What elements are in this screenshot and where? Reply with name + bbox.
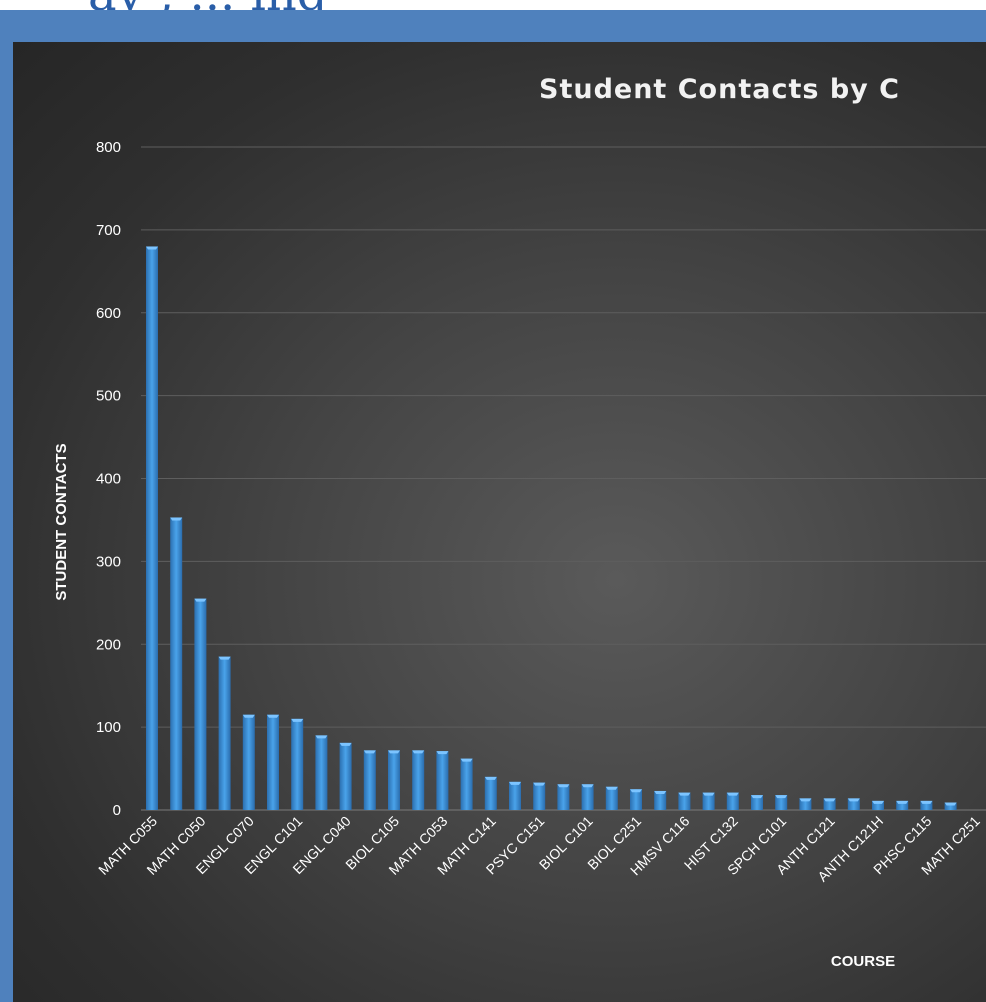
bar bbox=[702, 792, 715, 810]
heading-text: ay , ... ing bbox=[88, 0, 328, 10]
y-axis-label: STUDENT CONTACTS bbox=[53, 443, 70, 600]
bar-cap bbox=[751, 795, 763, 799]
bar bbox=[533, 782, 546, 810]
bar-cap bbox=[460, 758, 473, 762]
bar-cap bbox=[799, 798, 812, 802]
bar-cap bbox=[509, 781, 521, 785]
bar bbox=[944, 802, 957, 810]
bar-cap bbox=[267, 714, 279, 718]
bars bbox=[146, 246, 957, 810]
bar-cap bbox=[194, 598, 207, 602]
document-heading-fragment: ay , ... ing bbox=[0, 0, 986, 10]
bar bbox=[170, 517, 183, 810]
bar-cap bbox=[823, 798, 836, 802]
bar bbox=[218, 656, 231, 810]
bar bbox=[799, 798, 812, 810]
x-axis-label: COURSE bbox=[831, 953, 895, 970]
bar bbox=[557, 784, 570, 810]
bar-cap bbox=[291, 718, 304, 722]
bar-cap bbox=[242, 714, 255, 718]
bar bbox=[363, 750, 376, 810]
bar-cap bbox=[775, 795, 788, 799]
bar bbox=[605, 786, 618, 810]
y-tick-label: 700 bbox=[96, 222, 121, 239]
bar-cap bbox=[557, 784, 570, 788]
y-tick-label: 800 bbox=[96, 139, 121, 156]
bar-cap bbox=[533, 782, 546, 786]
y-axis-ticks: 0 100 200 300 400 500 600 700 800 bbox=[96, 139, 121, 819]
bar bbox=[678, 792, 691, 810]
bar bbox=[751, 795, 763, 810]
bar bbox=[775, 795, 788, 810]
bar bbox=[146, 246, 158, 810]
bar bbox=[896, 800, 909, 810]
bar-cap bbox=[654, 790, 667, 794]
bar bbox=[872, 800, 884, 810]
gridlines bbox=[141, 146, 986, 811]
bar-cap bbox=[630, 789, 642, 793]
bar-cap bbox=[847, 798, 860, 802]
bar-cap bbox=[920, 800, 933, 804]
bar-cap bbox=[484, 776, 497, 780]
bar bbox=[315, 735, 328, 810]
bar-cap bbox=[315, 735, 328, 739]
bar bbox=[920, 800, 933, 810]
bar-cap bbox=[581, 784, 594, 788]
bar-cap bbox=[412, 750, 425, 754]
bar bbox=[847, 798, 860, 810]
bar bbox=[630, 789, 642, 810]
bar-cap bbox=[872, 800, 884, 804]
bar bbox=[291, 718, 304, 810]
bar-cap bbox=[605, 786, 618, 790]
bar-cap bbox=[146, 246, 158, 250]
bar bbox=[654, 790, 667, 810]
bar bbox=[581, 784, 594, 810]
chart-title: Student Contacts by C bbox=[539, 74, 900, 105]
y-tick-label: 600 bbox=[96, 305, 121, 322]
bar-cap bbox=[388, 750, 400, 754]
bar bbox=[460, 758, 473, 810]
bar bbox=[823, 798, 836, 810]
bar bbox=[726, 792, 739, 810]
bar-cap bbox=[944, 802, 957, 806]
bar-cap bbox=[726, 792, 739, 796]
bar bbox=[339, 742, 352, 810]
chart-area: 0 100 200 300 400 500 600 700 800 MATH C055 MATH … bbox=[13, 42, 986, 1002]
bar-cap bbox=[363, 750, 376, 754]
y-tick-label: 0 bbox=[113, 802, 121, 819]
bar-cap bbox=[702, 792, 715, 796]
y-tick-label: 300 bbox=[96, 553, 121, 570]
bar bbox=[436, 751, 449, 810]
bar bbox=[267, 714, 279, 810]
bar-cap bbox=[170, 517, 183, 521]
bar bbox=[509, 781, 521, 810]
bar-cap bbox=[339, 742, 352, 746]
bar-chart: 0 100 200 300 400 500 600 700 800 MATH C055MATH … bbox=[53, 74, 986, 970]
bar bbox=[484, 776, 497, 810]
y-tick-label: 200 bbox=[96, 636, 121, 653]
bar bbox=[194, 598, 207, 810]
bar bbox=[242, 714, 255, 810]
bar bbox=[412, 750, 425, 810]
bar-cap bbox=[436, 751, 449, 755]
y-tick-label: 100 bbox=[96, 719, 121, 736]
y-tick-label: 400 bbox=[96, 471, 121, 488]
bar-cap bbox=[896, 800, 909, 804]
bar-cap bbox=[678, 792, 691, 796]
y-tick-label: 500 bbox=[96, 388, 121, 405]
bar-cap bbox=[218, 656, 231, 660]
bar bbox=[388, 750, 400, 810]
